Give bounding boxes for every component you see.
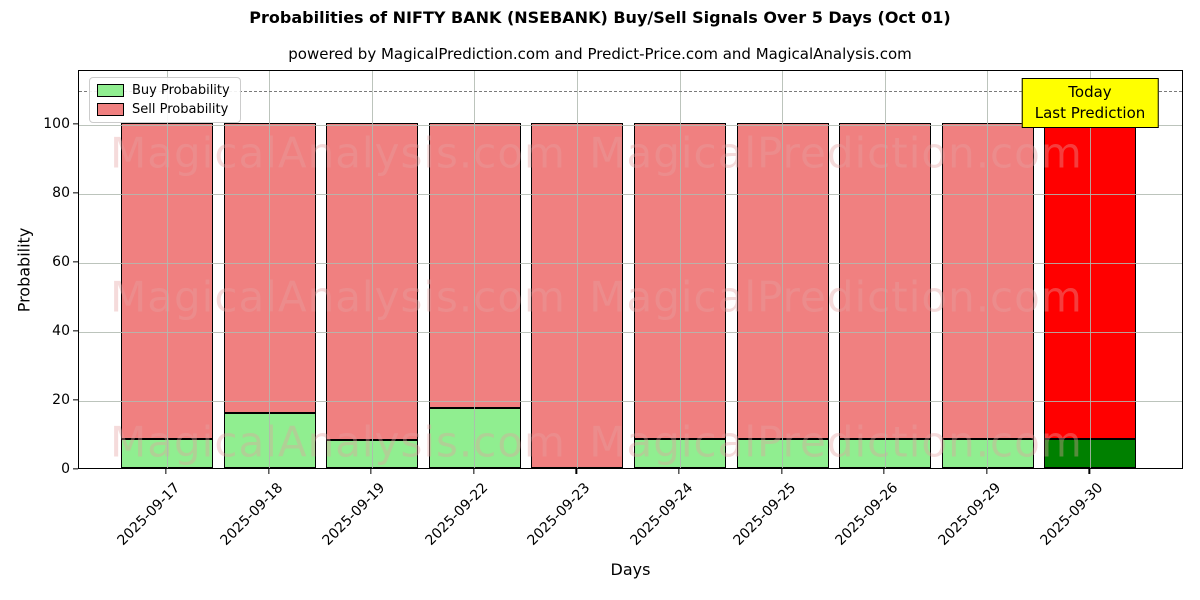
horizontal-gridline bbox=[79, 262, 1182, 264]
x-tick-mark bbox=[267, 469, 270, 474]
watermark-text: MagicalAnalysis.com bbox=[110, 128, 566, 178]
threshold-dashed-line bbox=[79, 90, 1182, 92]
vertical-gridline bbox=[782, 71, 784, 468]
legend-entry-sell: Sell Probability bbox=[97, 102, 230, 117]
horizontal-gridline bbox=[79, 124, 1182, 126]
sell-legend-swatch bbox=[97, 103, 124, 116]
watermark-text: MagicalPrediction.com bbox=[589, 128, 1083, 178]
watermark-text: MagicalPrediction.com bbox=[589, 272, 1083, 322]
vertical-gridline bbox=[679, 71, 681, 468]
vertical-gridline bbox=[987, 71, 989, 468]
y-tick-mark bbox=[73, 399, 78, 401]
x-tick-label: 2025-09-30 bbox=[1037, 480, 1107, 549]
horizontal-gridline bbox=[79, 400, 1182, 402]
y-tick-label: 0 bbox=[61, 461, 70, 477]
x-tick-label: 2025-09-19 bbox=[319, 480, 389, 549]
x-axis-label: Days bbox=[610, 560, 651, 579]
x-tick-label: 2025-09-22 bbox=[422, 480, 492, 549]
x-tick-label: 2025-09-17 bbox=[114, 480, 184, 549]
buy-legend-swatch bbox=[97, 84, 124, 97]
x-tick-mark bbox=[986, 469, 988, 474]
x-tick-mark bbox=[678, 469, 680, 474]
y-tick-label: 80 bbox=[52, 185, 70, 202]
vertical-gridline bbox=[474, 71, 476, 468]
chart-title: Probabilities of NIFTY BANK (NSEBANK) Bu… bbox=[249, 8, 951, 27]
horizontal-gridline bbox=[79, 331, 1182, 333]
x-tick-label: 2025-09-18 bbox=[217, 480, 286, 549]
y-tick-mark bbox=[73, 192, 78, 194]
x-tick-label: 2025-09-26 bbox=[832, 480, 902, 549]
x-tick-label: 2025-09-29 bbox=[935, 480, 1005, 549]
x-tick-label: 2025-09-24 bbox=[627, 480, 697, 549]
x-tick-mark bbox=[575, 469, 578, 474]
y-tick-label: 60 bbox=[52, 254, 70, 271]
vertical-gridline bbox=[1089, 71, 1091, 468]
watermark-text: MagicalAnalysis.com bbox=[110, 417, 566, 467]
vertical-gridline bbox=[576, 71, 578, 468]
y-tick-mark bbox=[73, 123, 78, 125]
vertical-gridline bbox=[371, 71, 373, 468]
vertical-gridline bbox=[166, 71, 168, 468]
watermark-text: MagicalAnalysis.com bbox=[110, 272, 566, 322]
legend-entry-buy: Buy Probability bbox=[97, 83, 230, 98]
buy-legend-label: Buy Probability bbox=[132, 83, 230, 98]
vertical-gridline bbox=[884, 71, 886, 468]
x-tick-mark bbox=[1088, 469, 1091, 474]
chart-subtitle: powered by MagicalPrediction.com and Pre… bbox=[288, 45, 912, 63]
y-tick-mark bbox=[73, 261, 78, 263]
x-tick-mark bbox=[370, 469, 372, 474]
sell-legend-label: Sell Probability bbox=[132, 102, 229, 117]
today-annotation-line2: Last Prediction bbox=[1034, 104, 1146, 122]
x-tick-mark bbox=[473, 469, 475, 474]
watermark-text: MagicalPrediction.com bbox=[589, 417, 1083, 467]
y-tick-label: 40 bbox=[52, 323, 70, 340]
y-tick-label: 20 bbox=[52, 392, 70, 409]
x-tick-label: 2025-09-23 bbox=[524, 480, 594, 549]
today-annotation: Today Last Prediction bbox=[1021, 78, 1159, 128]
plot-area: Buy Probability Sell Probability Today L… bbox=[78, 70, 1183, 469]
x-tick-mark bbox=[780, 469, 783, 474]
y-tick-mark bbox=[73, 330, 78, 332]
today-annotation-line1: Today bbox=[1068, 83, 1112, 101]
x-tick-label: 2025-09-25 bbox=[730, 480, 799, 549]
vertical-gridline bbox=[269, 71, 271, 468]
x-tick-mark bbox=[883, 469, 885, 474]
chart-legend: Buy Probability Sell Probability bbox=[89, 77, 241, 123]
y-tick-label: 100 bbox=[43, 116, 70, 133]
x-tick-mark bbox=[165, 469, 167, 474]
y-tick-mark bbox=[73, 468, 78, 470]
horizontal-gridline bbox=[79, 193, 1182, 195]
